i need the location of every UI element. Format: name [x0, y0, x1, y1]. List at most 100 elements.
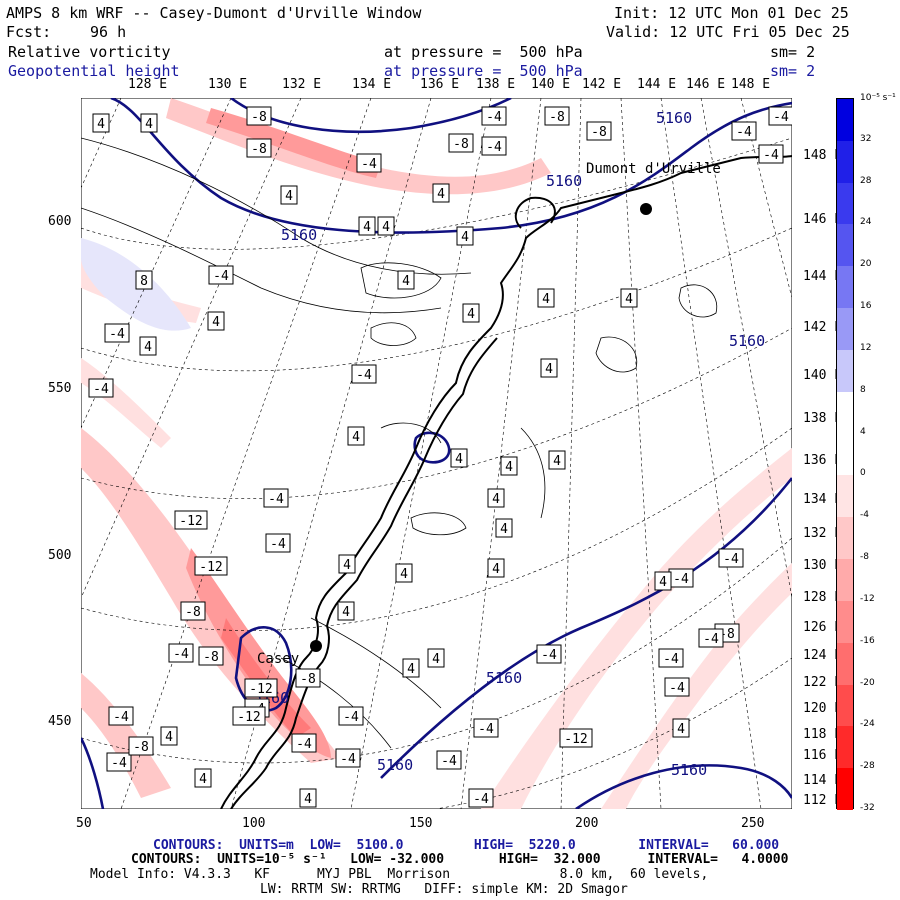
right-lon-label: 138 E: [803, 411, 843, 426]
vorticity-contour-label: 4: [407, 662, 415, 677]
lon-label: 144 E: [637, 77, 677, 92]
colorbar-segment: [837, 391, 853, 435]
colorbar-segment: [837, 475, 853, 518]
vorticity-contour-label: 4: [342, 605, 350, 620]
lon-label: 142 E: [582, 77, 622, 92]
vorticity-contour-label: -12: [179, 514, 202, 529]
casey-station-marker[interactable]: [310, 640, 322, 652]
y-axis-tick: 500: [48, 548, 72, 563]
colorbar-tick-label: 32: [860, 133, 872, 144]
vorticity-contour-label: -4: [703, 632, 719, 647]
colorbar-tick-label: -12: [860, 593, 875, 604]
field1-name: Relative vorticity: [8, 43, 171, 61]
lon-label: 136 E: [420, 77, 460, 92]
vorticity-label-box: [338, 706, 364, 726]
vorticity-contour-label: 4: [343, 558, 351, 573]
vorticity-label-box: [194, 768, 212, 788]
map-title: AMPS 8 km WRF -- Casey-Dumont d'Urville …: [6, 4, 422, 22]
vorticity-contour-label: -4: [111, 756, 127, 771]
vorticity-label-box: [718, 548, 744, 568]
right-lon-label: 116 E: [803, 748, 843, 763]
vorticity-label-box: [664, 677, 690, 697]
vorticity-label-box: [207, 311, 225, 331]
vorticity-contour-label: -12: [237, 710, 260, 725]
vorticity-label-box: [168, 643, 194, 663]
vorticity-contour-label: -4: [763, 148, 779, 163]
vorticity-label-box: [481, 106, 507, 126]
vorticity-contour-label: 4: [432, 652, 440, 667]
model-physics: LW: RRTM SW: RRTMG DIFF: simple KM: 2D S…: [260, 882, 628, 897]
vorticity-label-box: [436, 750, 462, 770]
vorticity-contour-label: -8: [133, 740, 149, 755]
vorticity-label-box: [263, 488, 289, 508]
lon-label: 128 E: [128, 77, 168, 92]
vorticity-contour-label: 4: [505, 460, 513, 475]
vorticity-label-box: [106, 752, 132, 772]
vorticity-contour-label: 4: [285, 189, 293, 204]
vorticity-contour-label: 4: [352, 430, 360, 445]
vorticity-label-box: [620, 288, 638, 308]
vorticity-label-box: [500, 456, 518, 476]
vorticity-contour-label: 4: [467, 307, 475, 322]
colorbar-tick-label: -8: [860, 552, 869, 563]
field2-smoothing: sm= 2: [770, 62, 816, 80]
vorticity-label-box: [351, 364, 377, 384]
colorbar-segment: [837, 768, 853, 811]
vorticity-contour-label: 4: [144, 340, 152, 355]
right-lon-label: 122 E: [803, 675, 843, 690]
field1-smoothing: sm= 2: [770, 43, 816, 61]
colorbar-tick-label: -4: [860, 510, 869, 521]
lon-label: 140 E: [531, 77, 571, 92]
colorbar-tick-label: 8: [860, 384, 866, 395]
vorticity-label-box: [246, 106, 272, 126]
vorticity-label-box: [180, 601, 206, 621]
vorticity-label-box: [495, 518, 513, 538]
vorticity-contour-label: 4: [363, 220, 371, 235]
vorticity-label-box: [347, 426, 365, 446]
lon-label: 132 E: [282, 77, 322, 92]
colorbar-segment: [837, 99, 853, 142]
vorticity-contour-label: -8: [185, 605, 201, 620]
vorticity-label-box: [246, 138, 272, 158]
vorticity-label-box: [140, 113, 158, 133]
vorticity-contour-label: -4: [441, 754, 457, 769]
vorticity-contour-label: 4: [304, 792, 312, 807]
vorticity-contour-label: 4: [492, 562, 500, 577]
vorticity-contour-label: 4: [461, 230, 469, 245]
vorticity-height-map[interactable]: Casey Dumont d'Urville 5160 5160 5160 5160 5…: [81, 98, 792, 809]
lon-label: 148 E: [731, 77, 771, 92]
vorticity-label-box: [174, 510, 208, 530]
colorbar-tick-label: -24: [860, 719, 875, 730]
vorticity-label-box: [537, 288, 555, 308]
height-contour-label: 5160: [377, 756, 413, 774]
colorbar-tick-label: -28: [860, 761, 875, 772]
vorticity-contour-label: -12: [564, 732, 587, 747]
valid-time: Valid: 12 UTC Fri 05 Dec 25: [606, 23, 850, 41]
vorticity-label-box: [402, 658, 420, 678]
vorticity-contour-label: -4: [736, 125, 752, 140]
right-lon-label: 130 E: [803, 558, 843, 573]
x-axis-tick: 50: [76, 816, 92, 831]
colorbar-segment: [837, 517, 853, 560]
vorticity-label-box: [468, 788, 494, 808]
colorbar-tick-label: -32: [860, 803, 875, 813]
vorticity-label-box: [280, 185, 298, 205]
vorticity-contour-label: -12: [249, 682, 272, 697]
vorticity-contour-label: -4: [478, 722, 494, 737]
colorbar-tick-label: 20: [860, 259, 872, 270]
height-contour-info: CONTOURS: UNITS=m LOW= 5100.0 HIGH= 5220…: [153, 838, 780, 853]
right-lon-label: 118 E: [803, 727, 843, 742]
vorticity-contour-label: 4: [492, 492, 500, 507]
vorticity-contour-label: 4: [500, 522, 508, 537]
vorticity-contour-label: 4: [199, 772, 207, 787]
vorticity-contour-label: -4: [296, 737, 312, 752]
coastline: [220, 155, 792, 809]
vorticity-contour-label: -8: [300, 672, 316, 687]
colorbar-segment: [837, 308, 853, 351]
height-contour-label: 5160: [546, 172, 582, 190]
colorbar-tick-label: 24: [860, 217, 872, 228]
vorticity-contour-label: -4: [673, 572, 689, 587]
vorticity-contour-label: -4: [723, 552, 739, 567]
dumont-durville-station-marker[interactable]: [640, 203, 652, 215]
